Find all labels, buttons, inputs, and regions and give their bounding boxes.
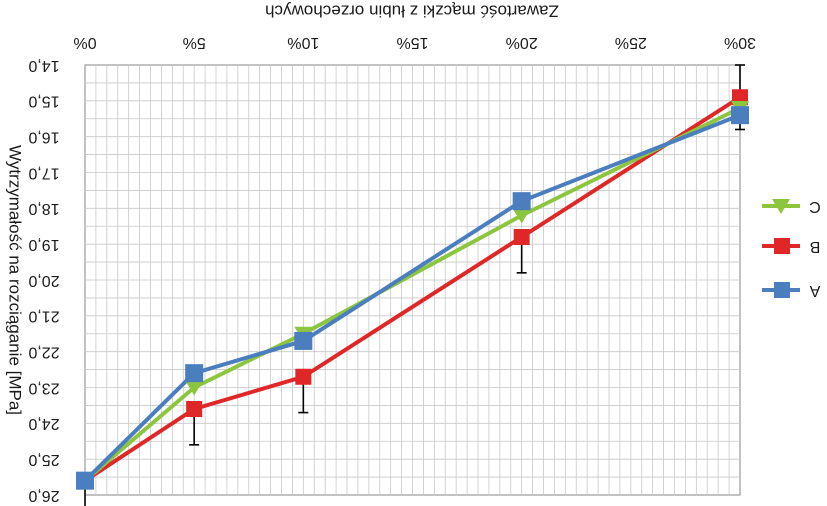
y-tick-label: 20,0: [28, 272, 59, 289]
data-point-a: [294, 331, 313, 350]
legend-swatch-marker: [774, 282, 790, 298]
y-tick-label: 22,0: [28, 343, 59, 360]
y-tick-label: 24,0: [28, 415, 59, 432]
y-tick-label: 19,0: [28, 236, 59, 253]
legend-label: A: [809, 282, 820, 299]
data-point-a: [512, 192, 531, 211]
legend-label: C: [809, 198, 821, 215]
gridlines: [85, 65, 740, 495]
x-tick-labels: 0% 5% 10% 15% 20% 25% 30%: [73, 34, 756, 51]
legend-label: B: [810, 238, 821, 255]
y-tick-label: 18,0: [28, 200, 59, 217]
data-point-b: [513, 229, 530, 245]
y-tick-label: 14,0: [28, 57, 59, 74]
series-markers: [76, 89, 749, 490]
y-tick-label: 15,0: [28, 93, 59, 110]
x-tick-label: 0%: [73, 34, 96, 51]
data-point-c: [512, 208, 531, 224]
y-tick-label: 26,0: [28, 487, 59, 504]
y-tick-label: 17,0: [28, 164, 59, 181]
x-tick-label: 10%: [287, 34, 319, 51]
y-tick-labels: 14,0 15,0 16,0 17,0 18,0 19,0 20,0 21,0 22,0 23,0…: [28, 57, 59, 504]
legend-swatch-marker: [774, 238, 790, 254]
x-axis-title: Zawartość mączki z łubin orzechowych: [265, 2, 559, 21]
x-tick-label: 5%: [183, 34, 206, 51]
y-tick-label: 25,0: [28, 451, 59, 468]
axis-titles: Zawartość mączki z łubin orzechowych Wytr…: [6, 2, 559, 416]
y-tick-label: 23,0: [28, 379, 59, 396]
data-point-a: [731, 106, 749, 125]
x-tick-label: 15%: [396, 34, 428, 51]
x-tick-label: 30%: [724, 34, 756, 51]
y-tick-label: 16,0: [28, 128, 59, 145]
x-tick-label: 20%: [506, 34, 538, 51]
data-point-b: [186, 401, 203, 417]
data-point-c: [185, 380, 204, 396]
data-point-a: [185, 364, 204, 383]
y-axis-title: Wytrzymałość na rozciąganie [MPa]: [6, 145, 25, 415]
legend-swatch-marker: [772, 199, 790, 214]
x-tick-label: 25%: [615, 34, 647, 51]
legend: C B A: [762, 198, 821, 299]
data-point-a: [76, 471, 94, 490]
y-tick-label: 21,0: [28, 308, 59, 325]
data-point-b: [295, 368, 312, 385]
